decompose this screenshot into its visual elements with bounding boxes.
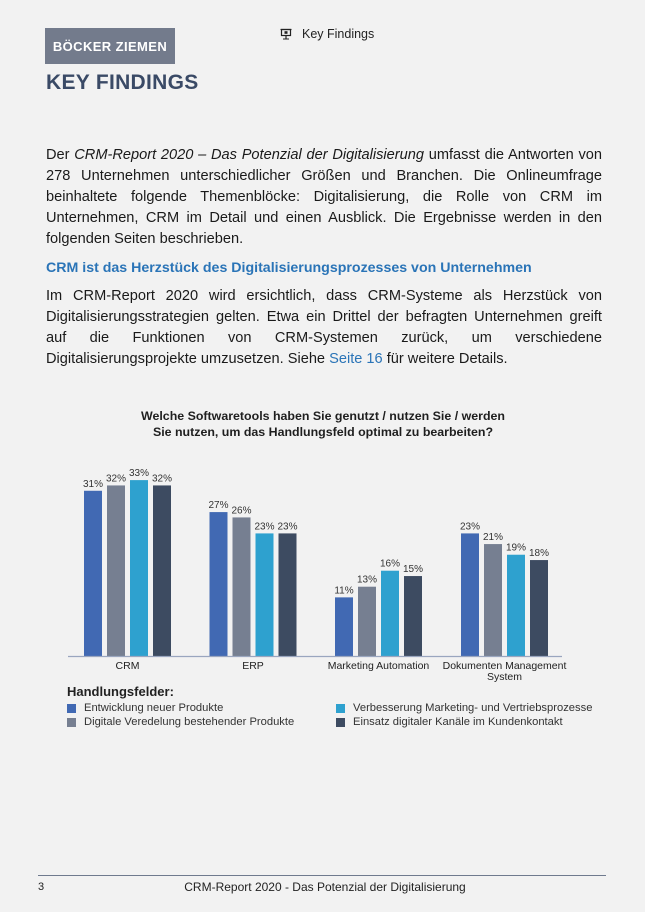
legend-title: Handlungsfelder: bbox=[67, 684, 174, 699]
presentation-board-icon bbox=[280, 28, 292, 40]
data-label: 26% bbox=[231, 505, 251, 516]
legend-item: Einsatz digitaler Kanäle im Kundenkontak… bbox=[336, 716, 563, 728]
bar bbox=[232, 517, 251, 656]
legend-label: Verbesserung Marketing- und Vertriebspro… bbox=[353, 702, 593, 714]
chart-title: Welche Softwaretools haben Sie genutzt /… bbox=[100, 408, 546, 440]
legend-item: Entwicklung neuer Produkte bbox=[67, 702, 223, 714]
bar bbox=[153, 485, 171, 656]
chart-title-line-2: Sie nutzen, um das Handlungsfeld optimal… bbox=[152, 425, 494, 439]
legend-swatch bbox=[67, 717, 76, 727]
data-label: 23% bbox=[460, 521, 480, 532]
bar bbox=[358, 586, 376, 656]
page-number: 3 bbox=[38, 881, 45, 893]
brand-logo: BÖCKER ZIEMEN bbox=[45, 28, 175, 64]
bar bbox=[255, 533, 274, 656]
bar bbox=[335, 597, 353, 656]
legend-label: Digitale Veredelung bestehender Produkte bbox=[84, 716, 295, 728]
bar bbox=[507, 554, 525, 656]
section-body-prefix: Im CRM-Report 2020 wird ersichtlich, das… bbox=[46, 288, 602, 367]
section-paragraph: Im CRM-Report 2020 wird ersichtlich, das… bbox=[46, 286, 602, 370]
data-label: 16% bbox=[380, 559, 400, 570]
bar bbox=[130, 480, 148, 656]
bar bbox=[107, 485, 125, 656]
category-label: Marketing Automation bbox=[328, 660, 430, 672]
intro-prefix: Der bbox=[46, 147, 75, 163]
data-label: 13% bbox=[357, 575, 377, 586]
data-label: 18% bbox=[529, 548, 549, 559]
page-reference-link[interactable]: Seite 16 bbox=[329, 351, 383, 367]
intro-paragraph: Der CRM-Report 2020 – Das Potenzial der … bbox=[46, 145, 602, 250]
footer-divider bbox=[38, 875, 606, 876]
report-title-italic: CRM-Report 2020 – Das Potenzial der Digi… bbox=[74, 147, 424, 163]
data-label: 33% bbox=[129, 468, 149, 479]
bar bbox=[278, 533, 297, 656]
data-label: 31% bbox=[83, 479, 103, 490]
chart-title-line-1: Welche Softwaretools haben Sie genutzt /… bbox=[141, 409, 505, 423]
section-body-suffix: für weitere Details. bbox=[382, 351, 508, 367]
bar bbox=[381, 570, 399, 656]
legend-swatch bbox=[336, 703, 345, 713]
bar bbox=[209, 512, 228, 656]
footer-title: CRM-Report 2020 - Das Potenzial der Digi… bbox=[184, 880, 466, 894]
data-label: 11% bbox=[334, 585, 353, 596]
category-label: Dokumenten Management bbox=[443, 660, 567, 672]
data-label: 32% bbox=[106, 473, 126, 484]
bar bbox=[404, 576, 422, 656]
intro-suffix: umfasst die Antworten von 278 Unternehme… bbox=[46, 147, 602, 247]
data-label: 15% bbox=[403, 564, 423, 575]
legend-swatch bbox=[336, 717, 345, 727]
category-label: CRM bbox=[116, 660, 140, 672]
legend-swatch bbox=[67, 703, 76, 713]
bar bbox=[484, 544, 502, 656]
legend-label: Einsatz digitaler Kanäle im Kundenkontak… bbox=[353, 716, 563, 728]
bar bbox=[84, 490, 102, 656]
legend-item: Digitale Veredelung bestehender Produkte bbox=[67, 716, 294, 728]
data-label: 21% bbox=[483, 532, 503, 543]
data-label: 23% bbox=[254, 521, 274, 532]
legend-label: Entwicklung neuer Produkte bbox=[84, 702, 224, 714]
page-title: KEY FINDINGS bbox=[46, 71, 199, 94]
category-label: ERP bbox=[242, 660, 264, 672]
data-label: 27% bbox=[208, 500, 228, 511]
data-label: 23% bbox=[277, 521, 297, 532]
category-label: System bbox=[487, 671, 522, 683]
bar bbox=[530, 560, 548, 656]
data-label: 32% bbox=[152, 473, 172, 484]
legend-item: Verbesserung Marketing- und Vertriebspro… bbox=[336, 702, 592, 714]
section-breadcrumb: Key Findings bbox=[280, 27, 374, 41]
section-heading: CRM ist das Herzstück des Digitalisierun… bbox=[46, 260, 532, 276]
data-label: 19% bbox=[506, 543, 526, 554]
bar bbox=[461, 533, 479, 656]
section-label: Key Findings bbox=[302, 27, 375, 41]
